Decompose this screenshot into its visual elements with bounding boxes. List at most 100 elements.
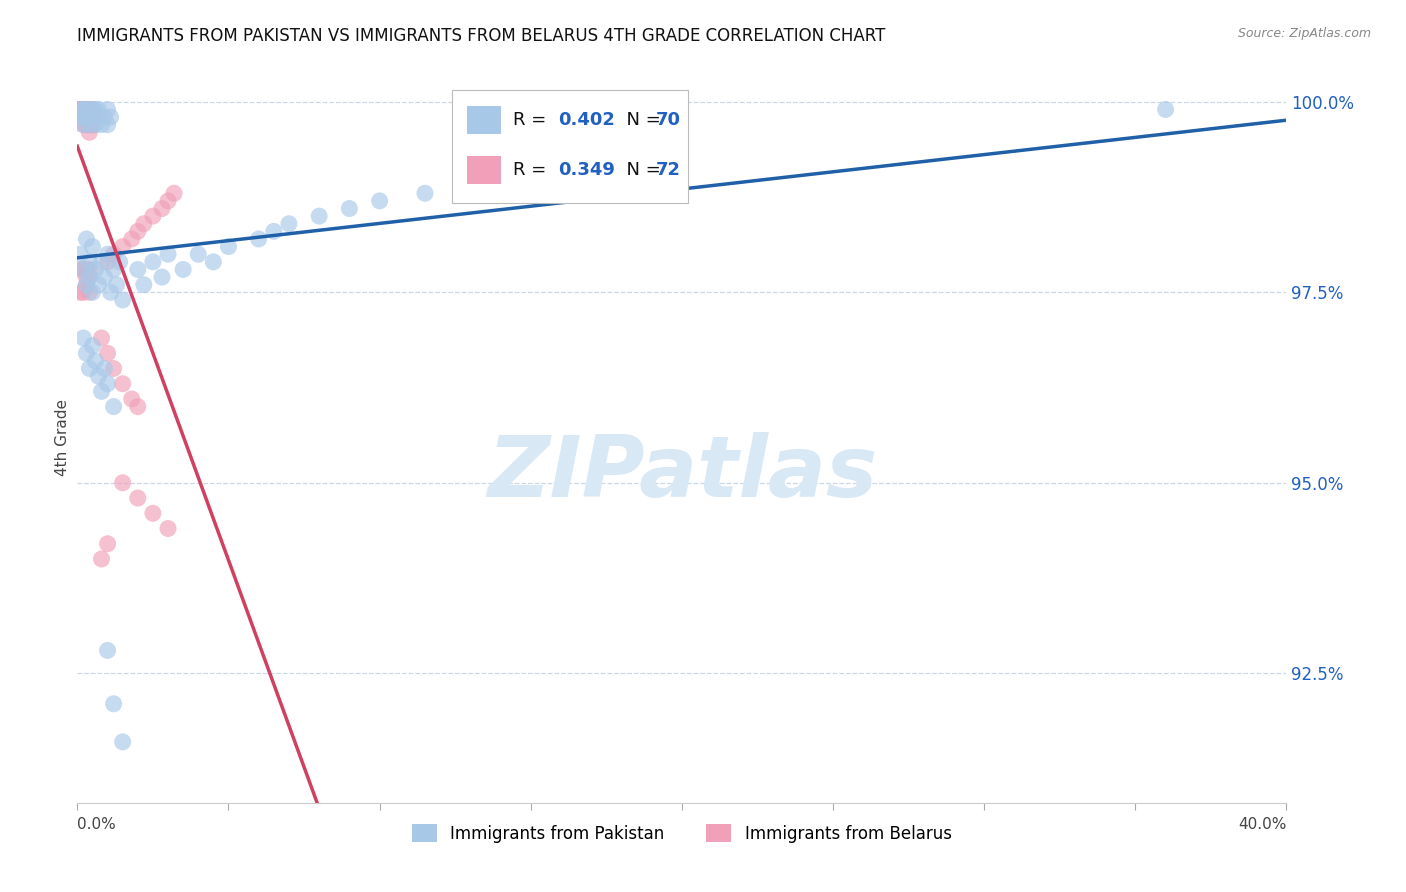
- Point: [75, 277, 97, 292]
- Point: [111, 293, 134, 307]
- Point: [103, 247, 125, 261]
- Point: [79, 255, 101, 269]
- Point: [79, 110, 101, 124]
- Point: [75, 118, 97, 132]
- Point: [79, 118, 101, 132]
- Point: [87, 110, 110, 124]
- Point: [72, 103, 94, 117]
- Point: [72, 331, 94, 345]
- Point: [93, 110, 115, 124]
- Point: [96, 643, 118, 657]
- Point: [96, 103, 118, 117]
- Point: [72, 103, 94, 117]
- Point: [218, 239, 240, 253]
- Point: [150, 202, 173, 216]
- Point: [79, 103, 101, 117]
- Point: [108, 255, 131, 269]
- Point: [79, 110, 101, 124]
- Point: [79, 125, 101, 139]
- Point: [96, 255, 118, 269]
- Point: [96, 118, 118, 132]
- Text: 70: 70: [655, 112, 681, 129]
- Point: [87, 277, 110, 292]
- Point: [75, 110, 97, 124]
- Point: [69, 103, 91, 117]
- FancyBboxPatch shape: [453, 90, 688, 203]
- Text: 72: 72: [655, 161, 681, 179]
- Point: [96, 376, 118, 391]
- Text: 40.0%: 40.0%: [1239, 817, 1286, 832]
- Point: [82, 103, 104, 117]
- Point: [368, 194, 391, 208]
- Point: [157, 522, 180, 536]
- Point: [127, 491, 149, 505]
- Point: [247, 232, 270, 246]
- Point: [72, 285, 94, 300]
- Point: [66, 103, 89, 117]
- Point: [82, 110, 104, 124]
- Point: [111, 475, 134, 490]
- Point: [127, 224, 149, 238]
- Point: [150, 270, 173, 285]
- Point: [142, 255, 165, 269]
- Point: [79, 118, 101, 132]
- Point: [90, 331, 112, 345]
- Point: [75, 110, 97, 124]
- Point: [69, 262, 91, 277]
- Point: [90, 384, 112, 399]
- Point: [82, 110, 104, 124]
- Point: [79, 103, 101, 117]
- Point: [69, 103, 91, 117]
- Point: [90, 552, 112, 566]
- Point: [79, 361, 101, 376]
- Point: [202, 255, 225, 269]
- Point: [163, 186, 186, 201]
- Point: [79, 285, 101, 300]
- Point: [75, 270, 97, 285]
- Point: [72, 110, 94, 124]
- Point: [79, 110, 101, 124]
- Text: 0.0%: 0.0%: [77, 817, 117, 832]
- Point: [82, 285, 104, 300]
- Point: [84, 354, 107, 368]
- Point: [69, 103, 91, 117]
- Point: [72, 110, 94, 124]
- Point: [103, 361, 125, 376]
- Text: N =: N =: [616, 112, 666, 129]
- Point: [157, 194, 180, 208]
- Point: [72, 118, 94, 132]
- Point: [82, 118, 104, 132]
- Point: [72, 118, 94, 132]
- Point: [79, 262, 101, 277]
- Point: [278, 217, 301, 231]
- Point: [93, 270, 115, 285]
- Point: [69, 103, 91, 117]
- Point: [82, 118, 104, 132]
- Point: [103, 262, 125, 277]
- Point: [75, 103, 97, 117]
- Text: N =: N =: [616, 161, 666, 179]
- Point: [72, 103, 94, 117]
- Point: [111, 239, 134, 253]
- Point: [69, 110, 91, 124]
- Point: [69, 110, 91, 124]
- Point: [75, 103, 97, 117]
- Point: [84, 103, 107, 117]
- Point: [1154, 103, 1177, 117]
- Point: [75, 103, 97, 117]
- Point: [121, 392, 143, 406]
- Bar: [467, 156, 501, 184]
- Point: [337, 202, 360, 216]
- Point: [132, 217, 155, 231]
- Point: [82, 239, 104, 253]
- Point: [72, 110, 94, 124]
- Point: [75, 110, 97, 124]
- Point: [69, 103, 91, 117]
- Point: [111, 376, 134, 391]
- Legend: Immigrants from Pakistan, Immigrants from Belarus: Immigrants from Pakistan, Immigrants fro…: [405, 818, 959, 849]
- Point: [121, 232, 143, 246]
- Point: [187, 247, 209, 261]
- Point: [96, 247, 118, 261]
- Point: [79, 103, 101, 117]
- Point: [82, 110, 104, 124]
